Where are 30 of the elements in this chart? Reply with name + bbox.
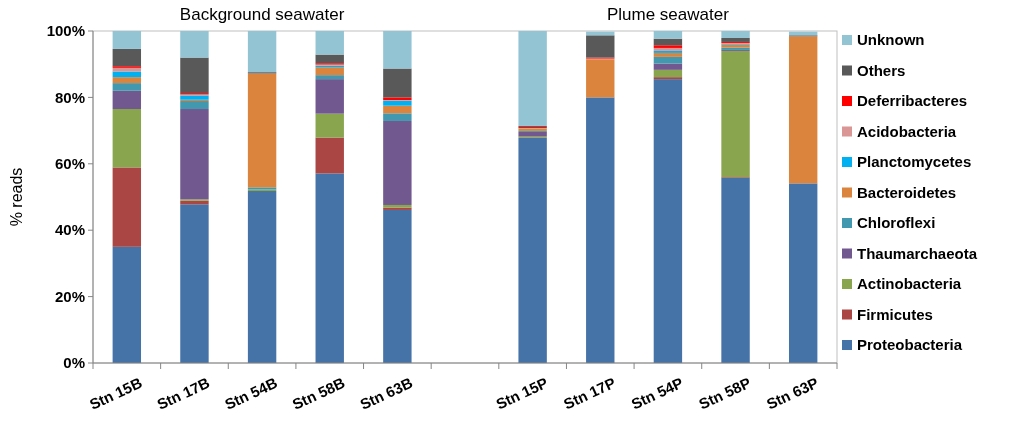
x-tick-label: Stn 54P <box>628 373 686 413</box>
legend-label: Proteobacteria <box>857 336 963 354</box>
text: Plume seawater <box>606 5 730 24</box>
legend-label: Acidobacteria <box>857 122 957 140</box>
x-tick-label: Stn 58B <box>289 373 348 413</box>
y-tick-label: 100% <box>46 22 85 40</box>
x-tick-label: Stn 17P <box>560 373 618 413</box>
y-tick-label: 80% <box>54 88 85 106</box>
x-tick-label: Stn 63P <box>763 373 821 413</box>
legend-label: Planctomycetes <box>857 153 972 171</box>
x-tick-label: Stn 15B <box>86 373 145 413</box>
x-tick-label: Stn 58P <box>696 373 754 413</box>
legend-label: Chloroflexi <box>857 214 936 232</box>
legend-label: Unknown <box>857 31 925 49</box>
legend-label: Others <box>857 61 906 79</box>
y-tick-label: 20% <box>54 287 85 305</box>
x-tick-label: Stn 17B <box>154 373 213 413</box>
legend-label: Deferribacteres <box>857 92 968 110</box>
legend-label: Bacteroidetes <box>857 183 957 201</box>
y-axis-title: % reads <box>8 167 25 227</box>
y-tick-label: 60% <box>54 155 85 173</box>
x-tick-label: Stn 15P <box>493 373 551 413</box>
x-tick-label: Stn 54B <box>221 373 280 413</box>
legend-label: Firmicutes <box>857 305 933 323</box>
legend-label: Actinobacteria <box>857 275 962 293</box>
y-tick-label: 0% <box>63 354 85 372</box>
y-tick-label: 40% <box>54 221 85 239</box>
text: Background seawater <box>179 5 345 24</box>
x-tick-label: Stn 63B <box>357 373 416 413</box>
legend-label: Thaumarchaeota <box>857 244 978 262</box>
